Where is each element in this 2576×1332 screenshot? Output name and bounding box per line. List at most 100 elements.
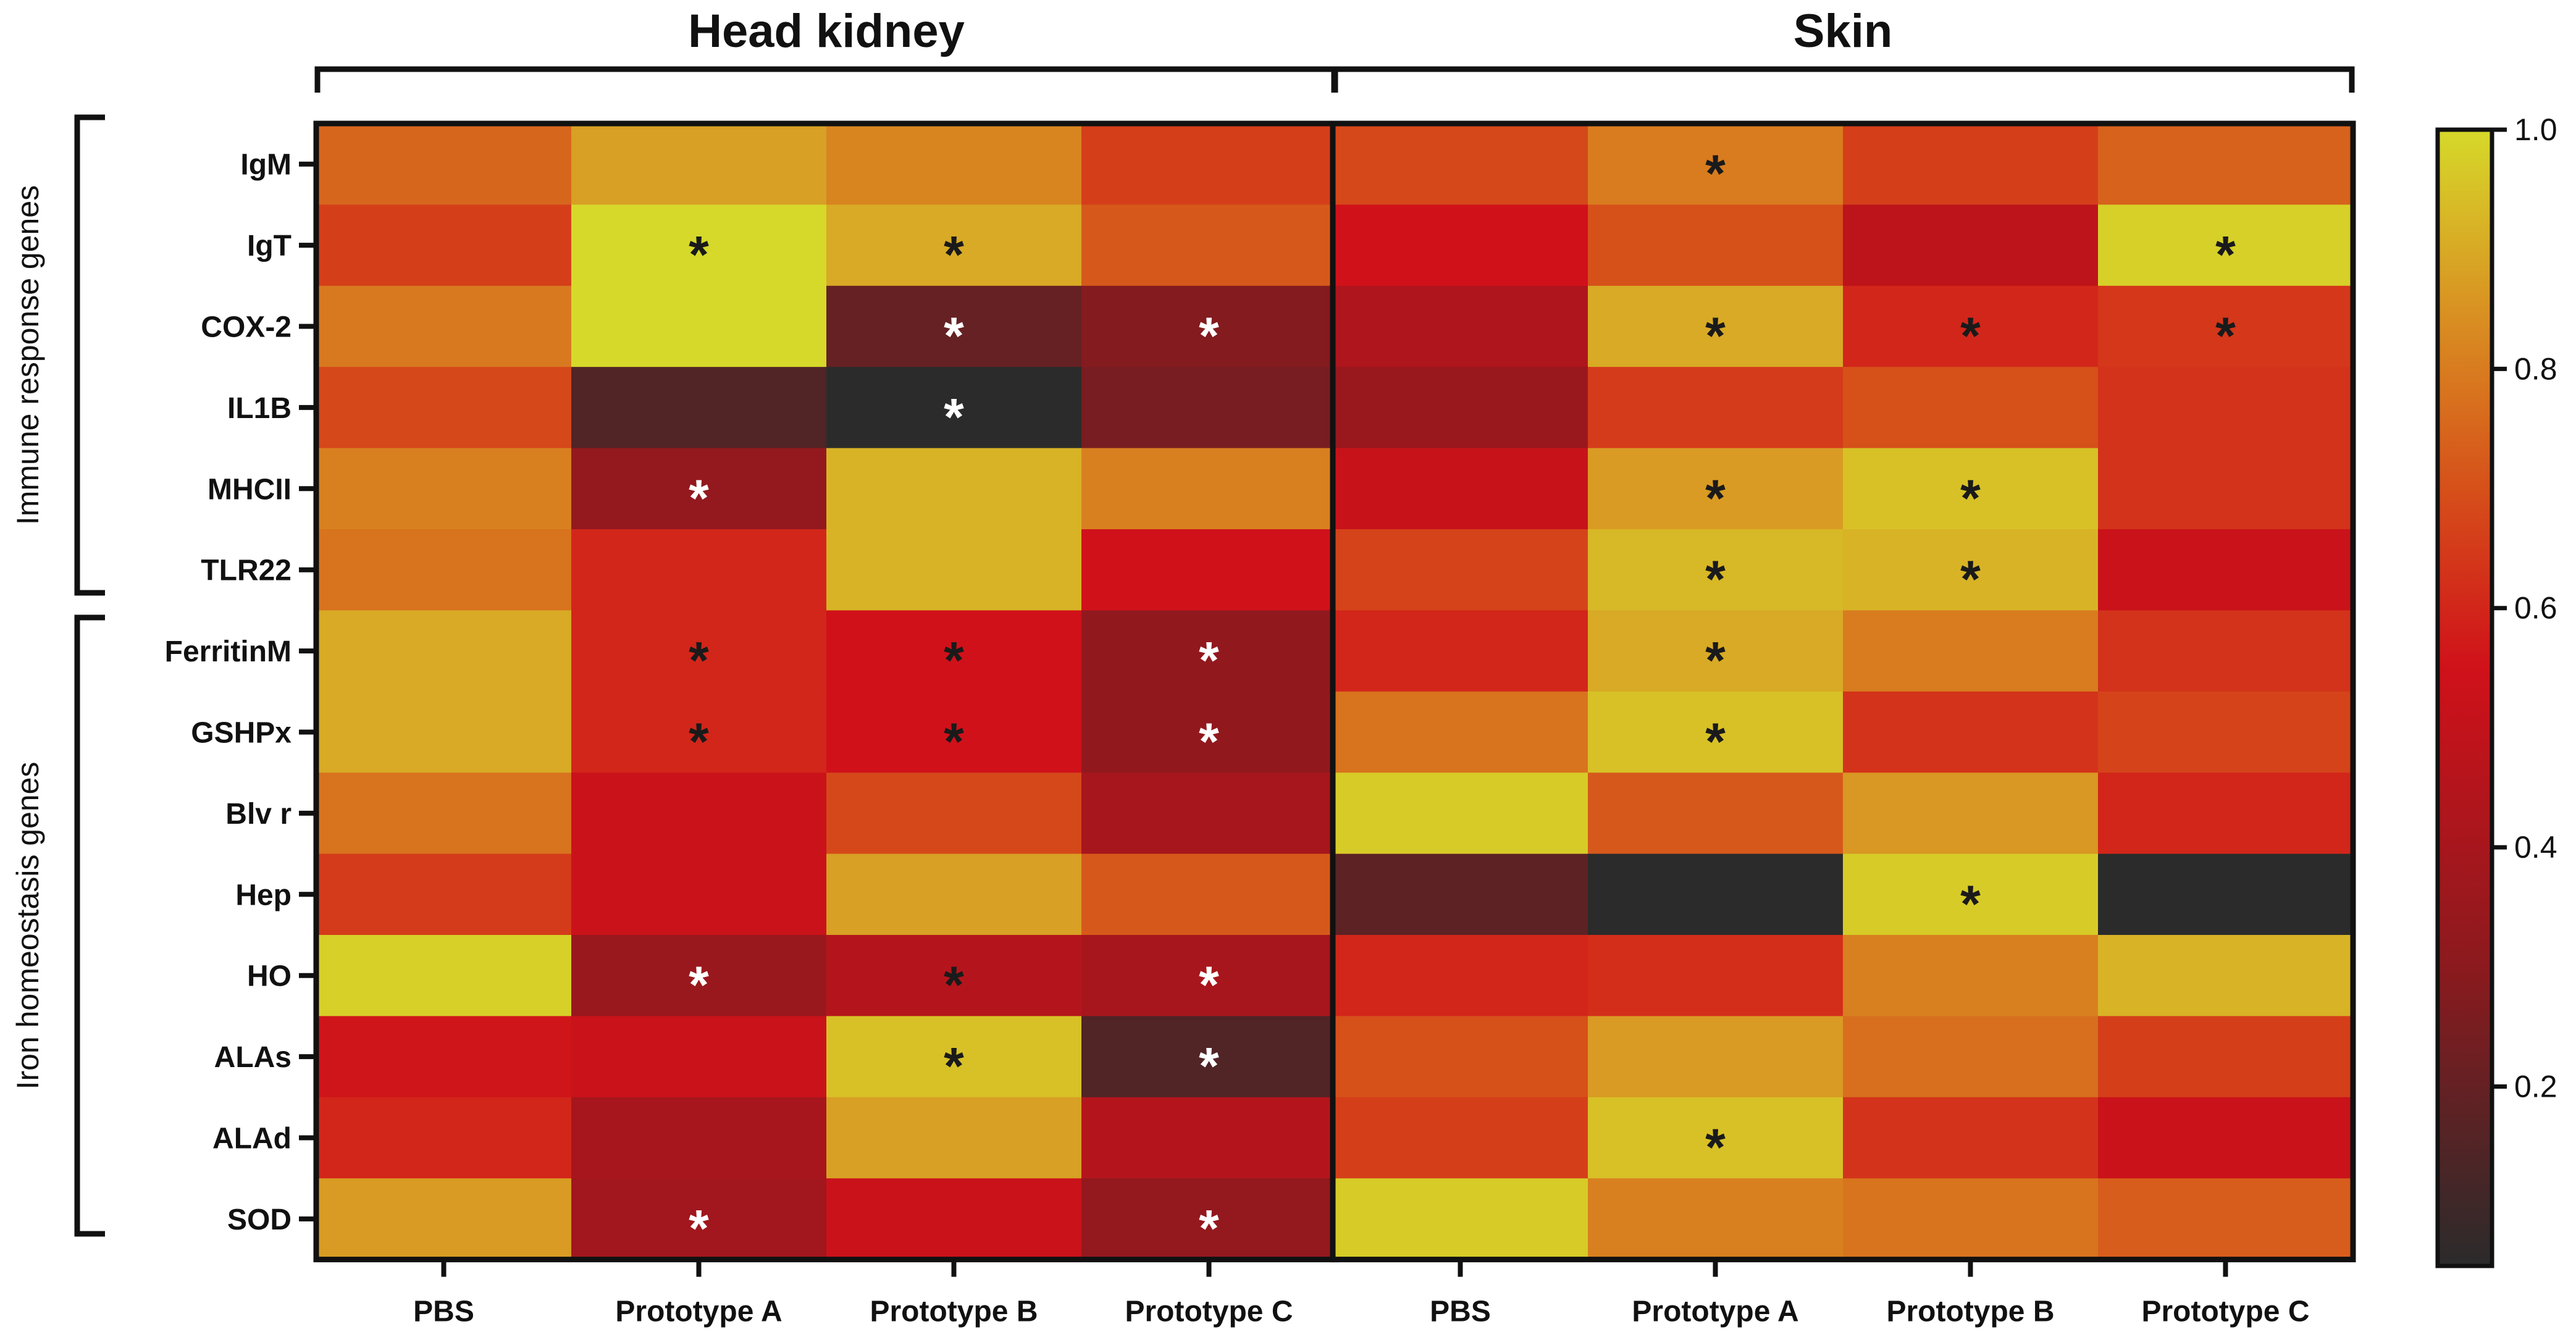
x-tick-label: Prototype B <box>870 1296 1038 1328</box>
colorbar-tick-label: 0.2 <box>2514 1069 2557 1104</box>
row-group-brackets: Immune response genes Iron homeostasis ge… <box>10 114 105 1237</box>
significance-marker: * <box>1199 956 1219 1014</box>
heatmap-cell <box>1333 691 1588 773</box>
significance-marker: * <box>944 225 964 283</box>
colorbar: 1.0 0.8 0.6 0.4 0.2 <box>2435 112 2557 1268</box>
axis-labels: IgM IgT COX-2 IL1B MHCII TLR22 FerritinM GSHPx B… <box>165 149 316 1236</box>
heatmap-cell <box>2098 448 2354 530</box>
heatmap-cell <box>1081 1178 1337 1260</box>
colorbar-tick-label: 0.8 <box>2514 351 2557 386</box>
heatmap-cell <box>1588 1097 1844 1179</box>
heatmap-cell <box>1843 691 2099 773</box>
panel-title: Skin <box>1794 5 1893 57</box>
heatmap-cell <box>1843 1097 2099 1179</box>
significance-marker: * <box>689 1199 709 1257</box>
heatmap-cell <box>571 853 827 936</box>
heatmap-cell <box>1588 124 1844 206</box>
heatmap-cell <box>826 853 1082 936</box>
heatmap-cell <box>571 285 827 367</box>
significance-marker: * <box>2215 307 2236 365</box>
heatmap-cell <box>316 610 572 692</box>
heatmap-cell <box>1081 773 1337 855</box>
panel-title-bracket <box>1331 66 2355 93</box>
heatmap-cell <box>1333 1097 1588 1179</box>
heatmap-cell <box>1081 691 1337 773</box>
heatmap-cell <box>316 1097 572 1179</box>
heatmap-cell <box>826 285 1082 367</box>
heatmap-cell <box>1333 1178 1588 1260</box>
heatmap-cell <box>1333 773 1588 855</box>
heatmap-cell <box>1333 853 1588 936</box>
heatmap-cell <box>1843 285 2099 367</box>
heatmap-cell <box>1081 1016 1337 1098</box>
heatmap-cell <box>316 529 572 611</box>
heatmap-cell <box>1843 1178 2099 1260</box>
heatmap-cell <box>2098 367 2354 449</box>
y-tick-label: FerritinM <box>165 635 292 668</box>
significance-marker: * <box>1705 550 1726 608</box>
heatmap-cell <box>2098 285 2354 367</box>
significance-marker: * <box>944 307 964 365</box>
heatmap-cell <box>1081 124 1337 206</box>
heatmap-cell <box>571 204 827 287</box>
colorbar-tick-label: 1.0 <box>2514 112 2557 147</box>
heatmap-cell <box>1333 529 1588 611</box>
row-group-label: Iron homeostasis genes <box>10 762 45 1090</box>
heatmap-cell <box>571 610 827 692</box>
heatmap-cell <box>1081 529 1337 611</box>
heatmap-cell <box>571 529 827 611</box>
heatmap-cell <box>826 1097 1082 1179</box>
heatmap-cell <box>1333 448 1588 530</box>
heatmap-cell <box>1843 1016 2099 1098</box>
significance-marker: * <box>1960 469 1981 527</box>
heatmap-cell <box>571 1097 827 1179</box>
heatmap-cell <box>316 448 572 530</box>
y-tick-label: GSHPx <box>191 717 292 750</box>
significance-marker: * <box>1199 1199 1219 1257</box>
heatmap-cell <box>826 124 1082 206</box>
x-tick-label: Prototype C <box>1125 1296 1293 1328</box>
heatmap-cell <box>826 773 1082 855</box>
heatmap-cell <box>316 1016 572 1098</box>
x-tick-label: PBS <box>1430 1296 1491 1328</box>
significance-marker: * <box>1199 1037 1219 1095</box>
heatmap-cell <box>316 853 572 936</box>
heatmap-cell <box>1588 773 1844 855</box>
heatmap-cell <box>1588 204 1844 287</box>
row-group-label: Immune response genes <box>10 185 45 525</box>
heatmap-cell <box>1843 204 2099 287</box>
heatmap-cell <box>1333 204 1588 287</box>
heatmap-cell <box>826 935 1082 1017</box>
y-tick-label: HO <box>247 960 292 993</box>
significance-marker: * <box>1705 1118 1726 1176</box>
y-tick-label: Hep <box>235 879 292 911</box>
heatmap-cell <box>1588 1016 1844 1098</box>
significance-marker: * <box>2215 225 2236 283</box>
heatmap-cell <box>2098 853 2354 936</box>
y-tick-label: MHCII <box>208 473 292 506</box>
significance-marker: * <box>689 225 709 283</box>
significance-marker: * <box>1960 550 1981 608</box>
heatmap-cell <box>2098 1178 2354 1260</box>
heatmap-cell <box>1081 1097 1337 1179</box>
heatmap-cell <box>571 124 827 206</box>
significance-marker: * <box>944 388 964 446</box>
y-tick-label: IL1B <box>227 392 292 425</box>
heatmap-cell <box>1081 935 1337 1017</box>
significance-marker: * <box>944 713 964 771</box>
panel-title-bracket <box>314 66 1338 93</box>
heatmap-cell <box>571 1178 827 1260</box>
y-tick-label: Blv r <box>225 798 292 831</box>
heatmap-cell <box>826 529 1082 611</box>
heatmap-cell <box>1081 285 1337 367</box>
row-group-bracket <box>74 114 105 596</box>
heatmap-cell <box>2098 610 2354 692</box>
panel-skin: * * * * * * * * * * * * * Skin PBS Prototype A Prototype… <box>1330 5 2356 1328</box>
significance-marker: * <box>1705 631 1726 689</box>
heatmap-cell <box>1333 285 1588 367</box>
heatmap-cell <box>571 367 827 449</box>
x-tick-label: Prototype A <box>615 1296 782 1328</box>
significance-marker: * <box>1705 145 1726 203</box>
heatmap-panels: * * * * * * * * * * * * * * * * * * * Head kidney PBS Prototy… <box>313 5 2356 1328</box>
y-tick-label: SOD <box>227 1204 292 1236</box>
